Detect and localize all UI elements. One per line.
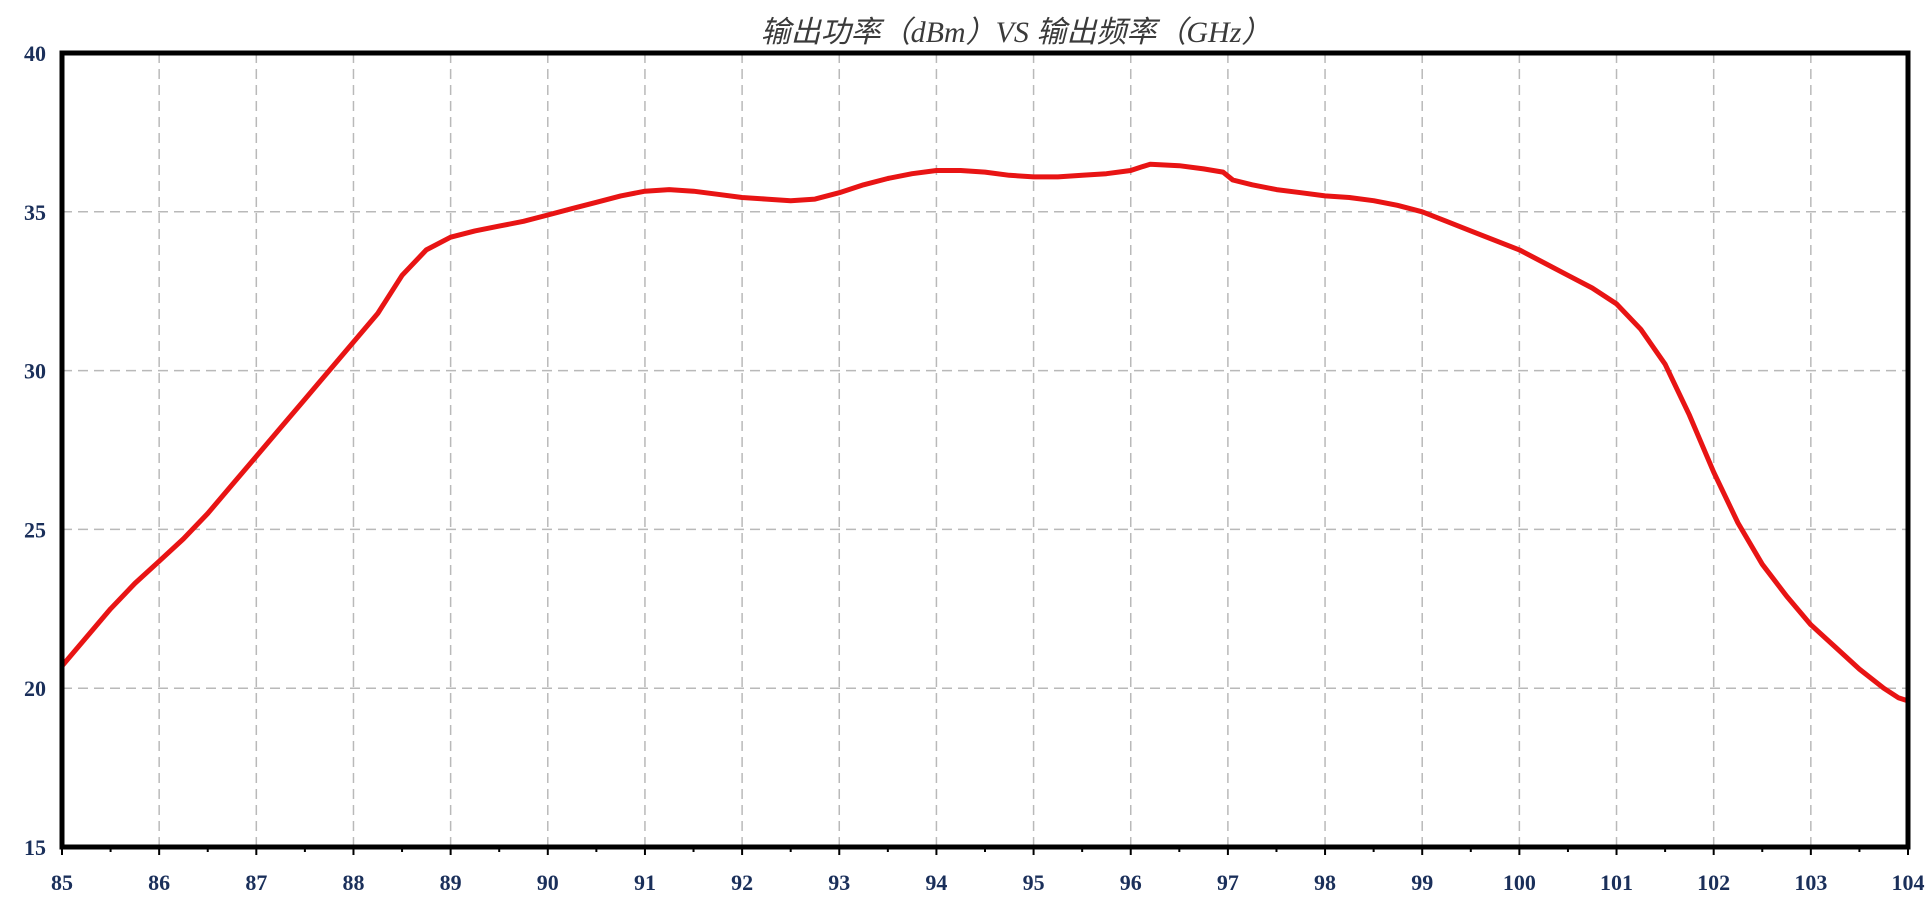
x-tick-label: 96: [1120, 870, 1142, 895]
y-tick-labels: 15 20 25 30 35 40: [24, 41, 46, 860]
y-tick-label: 35: [24, 200, 46, 225]
y-tick-label: 25: [24, 517, 46, 542]
y-tick-label: 40: [24, 41, 46, 66]
x-tick-label: 87: [245, 870, 267, 895]
x-tick-label: 98: [1314, 870, 1336, 895]
y-tick-label: 15: [24, 835, 46, 860]
grid-lines: [62, 53, 1908, 847]
x-tick-label: 85: [51, 870, 73, 895]
chart-title: 输出功率（dBm）VS 输出频率（GHz）: [761, 16, 1272, 49]
x-tick-label: 89: [440, 870, 462, 895]
x-tick-label: 93: [828, 870, 850, 895]
series-line: [59, 161, 1911, 704]
x-tick-labels: 85 86 87 88 89 90 91 92 93 94 95 96 97 98 99 100 101 102 1…: [51, 870, 1925, 895]
x-tick-label: 88: [342, 870, 364, 895]
x-tick-label: 102: [1697, 870, 1730, 895]
x-tick-label: 104: [1892, 870, 1925, 895]
y-tick-label: 30: [24, 359, 46, 384]
x-tick-label: 103: [1794, 870, 1827, 895]
x-tick-label: 91: [634, 870, 656, 895]
x-tick-label: 90: [537, 870, 559, 895]
x-tick-label: 92: [731, 870, 753, 895]
x-tick-label: 97: [1217, 870, 1239, 895]
series-layer: [59, 161, 1911, 704]
x-tick-label: 101: [1600, 870, 1633, 895]
y-tick-label: 20: [24, 676, 46, 701]
x-tick-label: 100: [1503, 870, 1536, 895]
x-tick-label: 86: [148, 870, 170, 895]
x-tick-label: 99: [1411, 870, 1433, 895]
x-tick-label: 94: [925, 870, 947, 895]
plot-frame: [59, 50, 1911, 850]
x-tick-label: 95: [1023, 870, 1045, 895]
